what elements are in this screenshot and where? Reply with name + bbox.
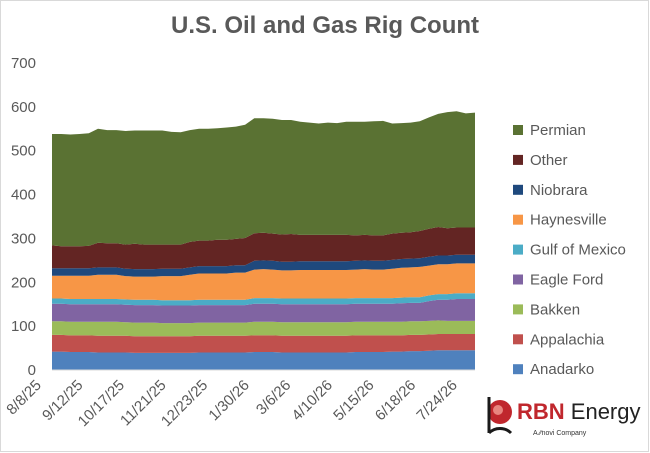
- x-tick-label: 10/17/25: [75, 377, 128, 430]
- y-tick-label: 400: [11, 187, 36, 204]
- area-appalachia: [52, 334, 475, 353]
- legend-label: Gulf of Mexico: [530, 242, 626, 259]
- legend-swatch: [513, 274, 523, 285]
- y-tick-label: 200: [11, 274, 36, 291]
- y-tick-label: 100: [11, 318, 36, 335]
- legend-swatch: [513, 214, 523, 225]
- legend-label: Appalachia: [530, 331, 605, 348]
- x-tick-label: 4/10/26: [289, 377, 336, 424]
- x-tick-label: 6/18/26: [372, 377, 419, 424]
- y-tick-label: 700: [11, 55, 36, 72]
- y-tick-label: 300: [11, 230, 36, 247]
- legend-label: Bakken: [530, 301, 580, 318]
- y-tick-label: 600: [11, 99, 36, 116]
- logo-name: Energy: [564, 399, 641, 424]
- legend-label: Haynesville: [530, 212, 607, 229]
- legend-swatch: [513, 244, 523, 255]
- rbn-energy-logo: RBN Energy A ∕∕novi Company: [485, 393, 645, 445]
- area-eagle-ford: [52, 299, 475, 324]
- legend-label: Eagle Ford: [530, 272, 603, 289]
- area-permian: [52, 111, 475, 247]
- legend-swatch: [513, 304, 523, 315]
- x-tick-label: 5/15/26: [330, 377, 377, 424]
- legend-swatch: [513, 125, 523, 135]
- area-niobrara: [52, 254, 475, 277]
- area-other: [52, 227, 475, 270]
- x-tick-label: 1/30/26: [205, 377, 252, 424]
- legend-swatch: [513, 334, 523, 345]
- rbn-logo-mark-icon: [487, 397, 513, 435]
- logo-brand: RBN: [517, 399, 565, 424]
- logo-tagline: A ∕∕novi Company: [533, 430, 587, 437]
- legend-swatch: [513, 184, 523, 195]
- area-haynesville: [52, 263, 475, 301]
- x-tick-label: 12/23/25: [158, 377, 211, 430]
- legend-swatch: [513, 154, 523, 165]
- legend-label: Other: [530, 152, 568, 169]
- x-tick-label: 7/24/26: [413, 377, 460, 424]
- y-tick-label: 0: [28, 362, 36, 379]
- legend-label: Anadarko: [530, 361, 594, 378]
- legend-label: Permian: [530, 122, 586, 139]
- legend-label: Niobrara: [530, 182, 588, 199]
- area-gulf-of-mexico: [52, 293, 475, 306]
- logo-wordmark: RBN Energy: [517, 399, 641, 425]
- legend-swatch: [513, 364, 523, 375]
- area-anadarko: [52, 350, 475, 370]
- chart-title: U.S. Oil and Gas Rig Count: [170, 12, 479, 39]
- y-tick-label: 500: [11, 143, 36, 160]
- area-bakken: [52, 320, 475, 337]
